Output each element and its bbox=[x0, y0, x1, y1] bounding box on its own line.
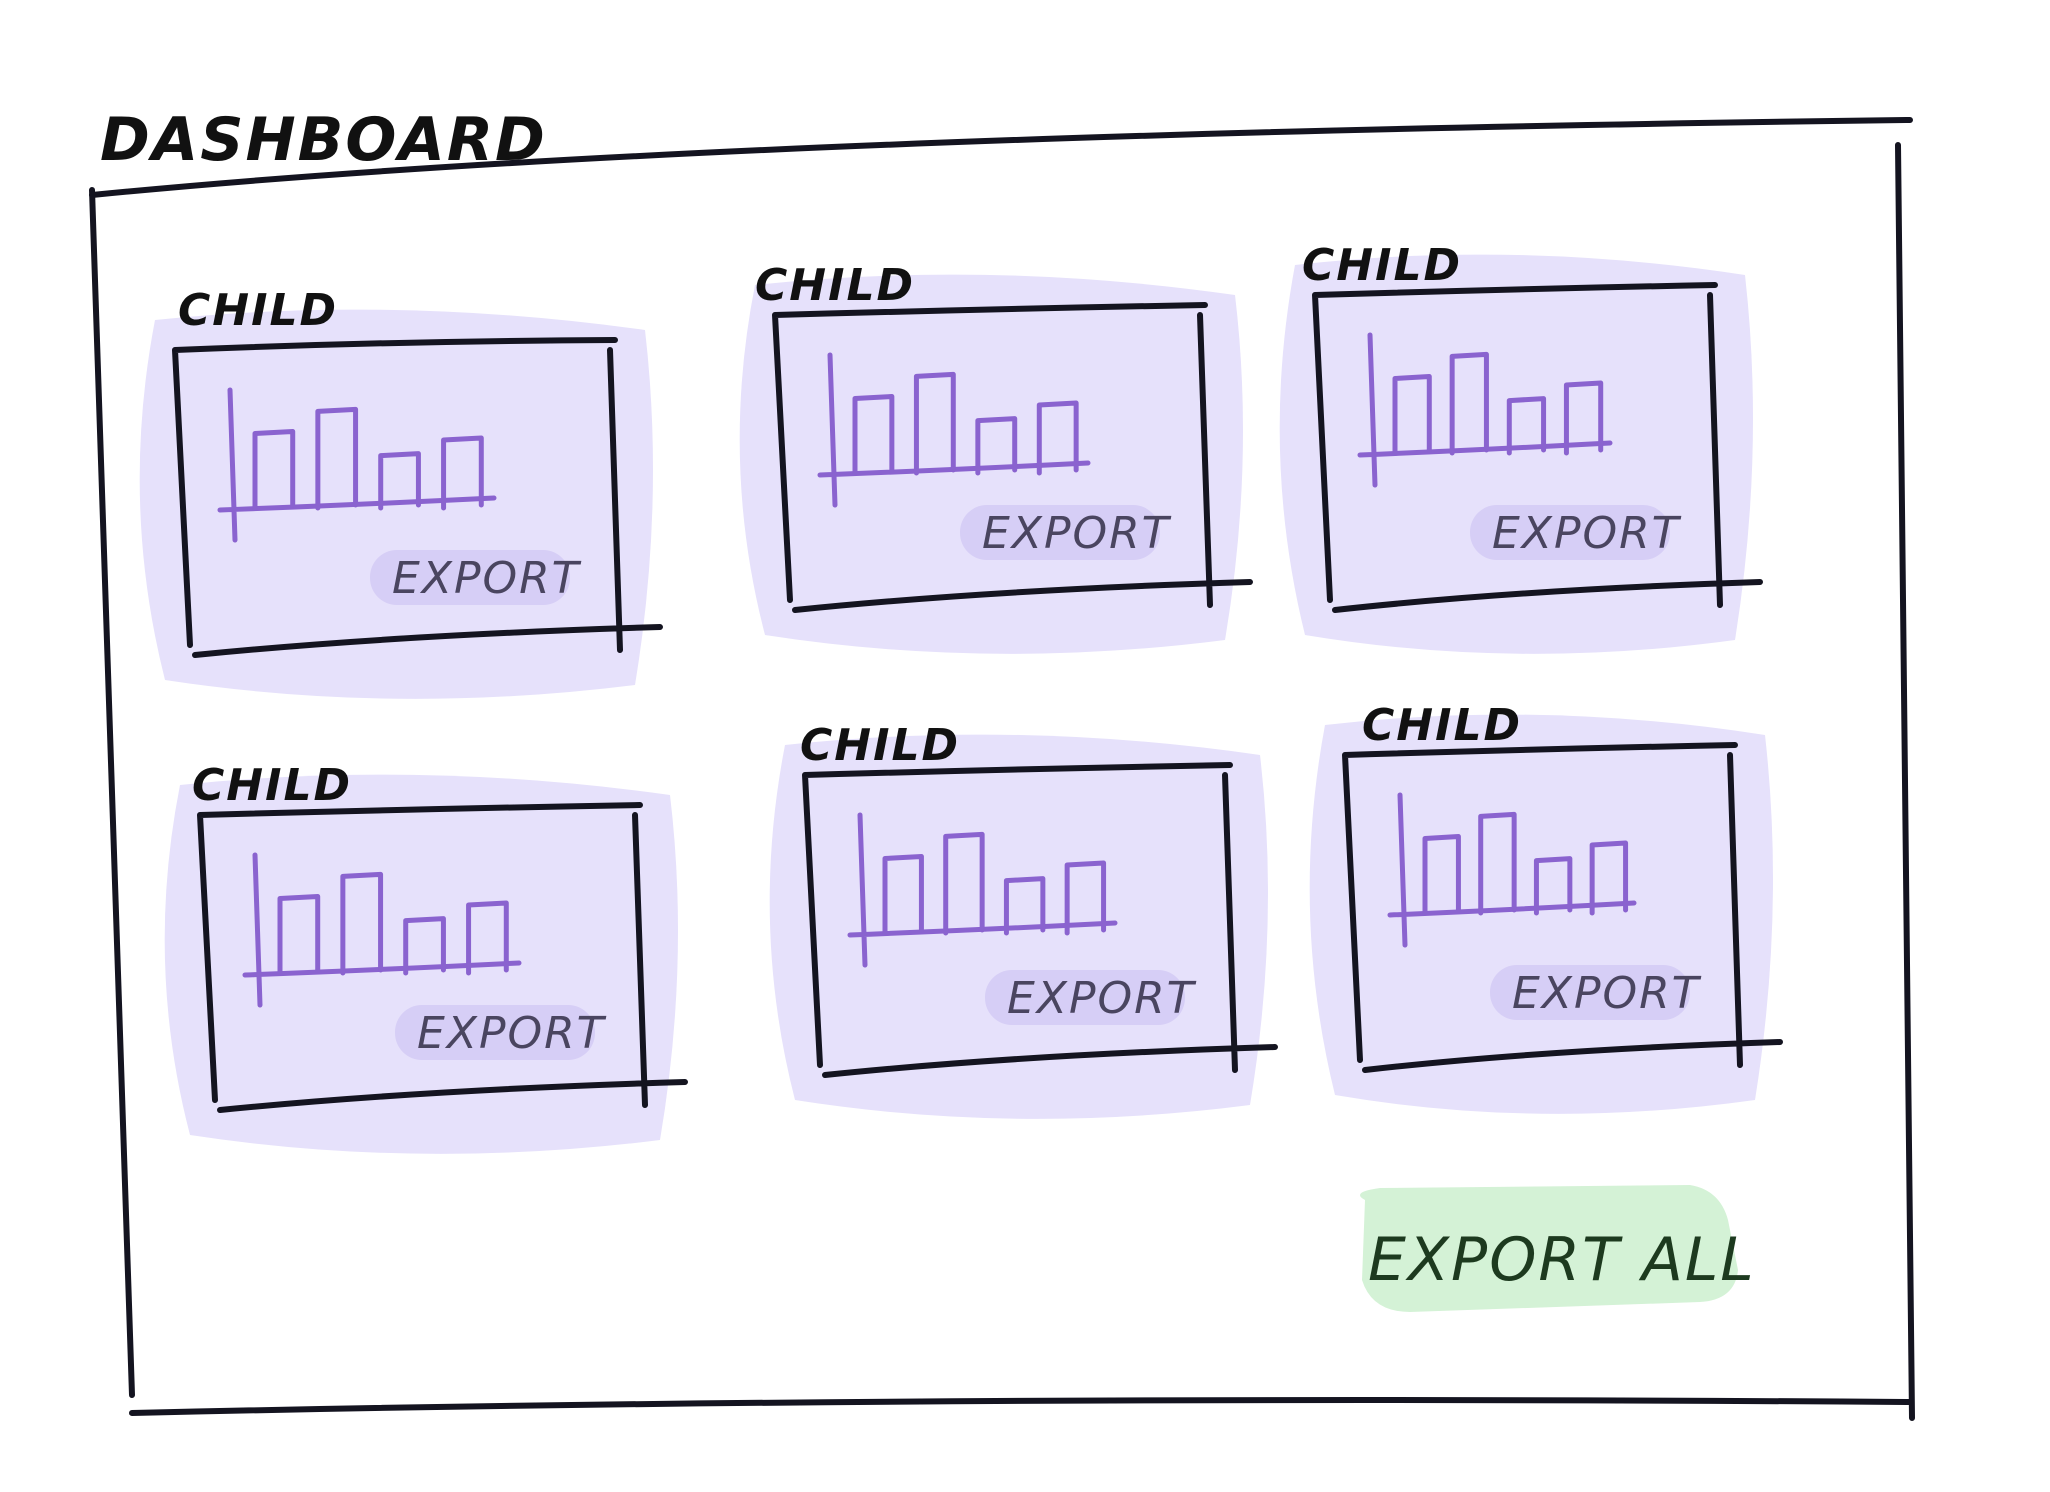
chart-bar bbox=[882, 854, 924, 936]
chart-axes bbox=[1357, 332, 1613, 488]
child-card: CHILD EXPORT bbox=[769, 720, 1278, 1119]
card-frame bbox=[197, 802, 688, 1113]
child-title: CHILD bbox=[800, 720, 960, 771]
child-card: CHILD EXPORT bbox=[1279, 240, 1763, 654]
child-card: CHILD EXPORT bbox=[139, 285, 663, 699]
card-frame bbox=[802, 762, 1278, 1078]
export-button[interactable] bbox=[370, 550, 570, 605]
export-button-label: EXPORT bbox=[417, 1008, 607, 1059]
chart-bar bbox=[943, 831, 985, 936]
chart-bar bbox=[1064, 860, 1107, 936]
chart-bar bbox=[403, 916, 446, 976]
chart-bar bbox=[315, 406, 359, 511]
dashboard-frame bbox=[89, 117, 1915, 1421]
chart-bar bbox=[466, 900, 509, 976]
child-card: CHILD EXPORT bbox=[739, 260, 1253, 654]
child-title: CHILD bbox=[755, 260, 915, 311]
chart-bar bbox=[252, 429, 296, 511]
chart-bar bbox=[1506, 396, 1547, 456]
export-all-button[interactable]: EXPORT ALL bbox=[1360, 1185, 1756, 1312]
child-title: CHILD bbox=[1362, 700, 1522, 751]
chart-bar bbox=[1478, 811, 1517, 916]
card-frame bbox=[172, 337, 663, 658]
chart-bar bbox=[277, 894, 321, 976]
export-button[interactable] bbox=[1490, 965, 1690, 1020]
child-card: CHILD EXPORT bbox=[1309, 700, 1783, 1114]
chart-bar bbox=[1003, 876, 1046, 936]
export-button[interactable] bbox=[960, 505, 1160, 560]
card-background bbox=[164, 774, 678, 1154]
card-frame bbox=[1312, 282, 1763, 613]
export-button-label: EXPORT bbox=[1512, 968, 1702, 1019]
child-title: CHILD bbox=[1302, 240, 1462, 291]
export-button[interactable] bbox=[985, 970, 1185, 1025]
chart-bar bbox=[1533, 856, 1573, 916]
chart-bar bbox=[852, 394, 895, 476]
chart-bar bbox=[1563, 380, 1604, 456]
card-frame bbox=[772, 302, 1253, 613]
export-button[interactable] bbox=[1470, 505, 1670, 560]
export-button-label: EXPORT bbox=[392, 553, 582, 604]
child-cards: CHILD EXPORT CHILD EXPORT CHILD EXPORT CHILD EX… bbox=[139, 240, 1783, 1154]
card-background bbox=[739, 274, 1243, 654]
chart-bar bbox=[975, 416, 1018, 476]
card-frame bbox=[1342, 742, 1783, 1073]
export-button-label: EXPORT bbox=[982, 508, 1172, 559]
export-button[interactable] bbox=[395, 1005, 595, 1060]
export-button-label: EXPORT bbox=[1007, 973, 1197, 1024]
child-title: CHILD bbox=[192, 760, 352, 811]
chart-bar bbox=[1036, 400, 1079, 476]
chart-bar bbox=[1589, 840, 1629, 916]
chart-bar bbox=[1422, 834, 1461, 916]
chart-axes bbox=[1387, 792, 1637, 948]
export-all-label: EXPORT ALL bbox=[1368, 1225, 1756, 1295]
chart-bar bbox=[1449, 351, 1489, 456]
child-card: CHILD EXPORT bbox=[164, 760, 688, 1154]
chart-bar bbox=[378, 451, 421, 511]
export-button-label: EXPORT bbox=[1492, 508, 1682, 559]
chart-bar bbox=[913, 371, 956, 476]
chart-bar bbox=[441, 435, 484, 511]
chart-bar bbox=[340, 871, 384, 976]
child-title: CHILD bbox=[178, 285, 338, 336]
chart-bar bbox=[1392, 374, 1432, 456]
